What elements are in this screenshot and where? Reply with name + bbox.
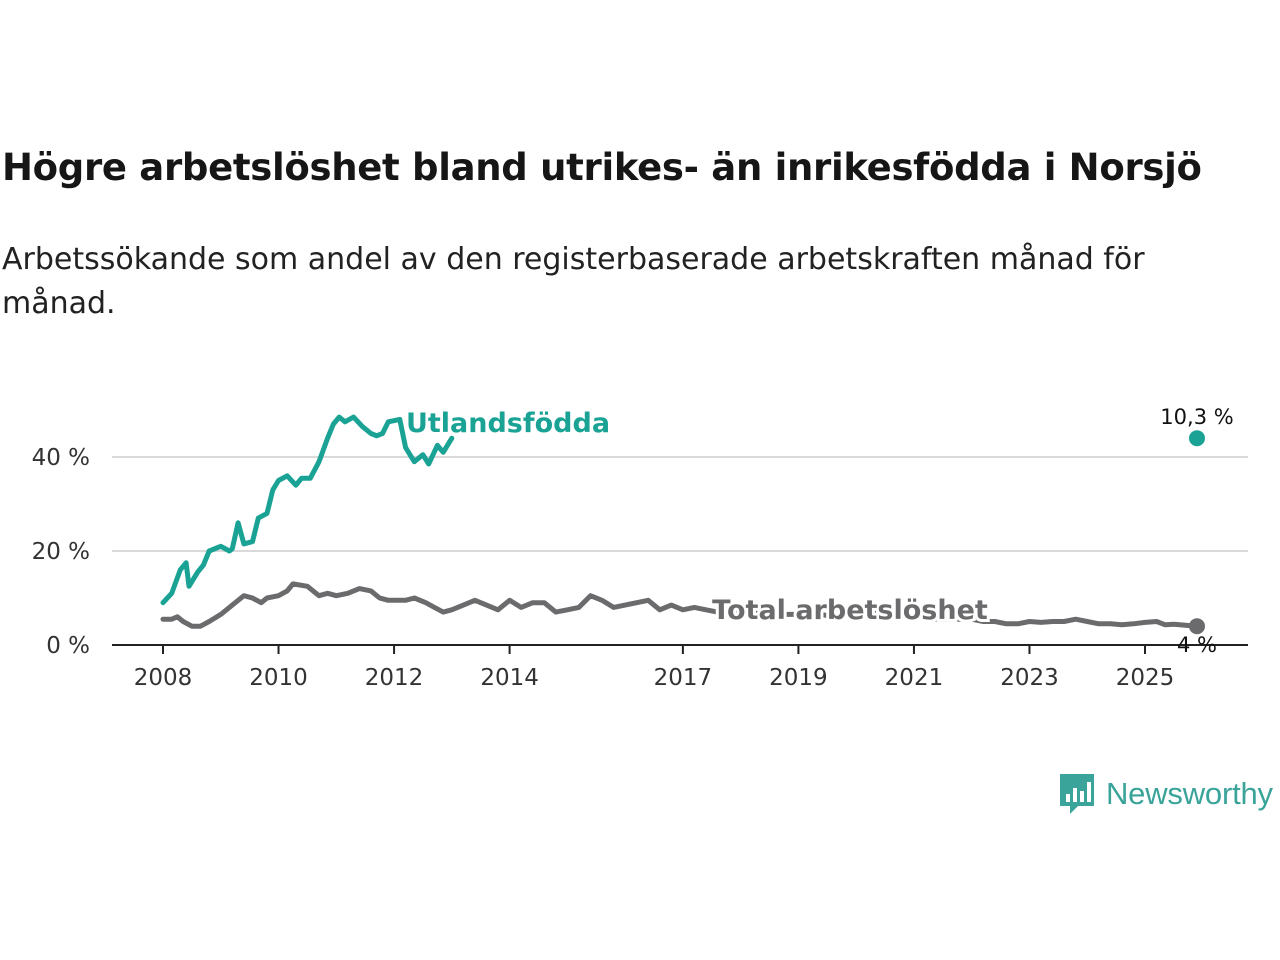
x-tick-label: 2017: [654, 665, 713, 691]
x-tick-label: 2019: [769, 665, 828, 691]
series-line: [160, 414, 455, 606]
chart-title: Högre arbetslöshet bland utrikes- än inr…: [2, 146, 1202, 189]
y-tick-label: 20 %: [32, 539, 90, 565]
y-tick-label: 40 %: [32, 445, 90, 471]
x-tick-label: 2010: [249, 665, 308, 691]
x-tick-label: 2014: [480, 665, 539, 691]
series-label-total: Total arbetslöshet: [712, 595, 988, 626]
series-label-utlandsfodda: Utlandsfödda: [406, 408, 610, 439]
series-end-point: [1189, 430, 1205, 447]
x-tick-label: 2025: [1116, 665, 1175, 691]
x-tick-label: 2021: [885, 665, 944, 691]
chart-subtitle: Arbetssökande som andel av den registerb…: [2, 242, 1145, 321]
newsworthy-bar-chart-icon: [1060, 774, 1094, 814]
x-tick-label: 2012: [365, 665, 424, 691]
brand-name: Newsworthy: [1106, 776, 1273, 811]
x-tick-label: 2023: [1000, 665, 1059, 691]
y-tick-label: 0 %: [46, 633, 90, 659]
series-line: [160, 581, 1200, 629]
x-tick-label: 2008: [134, 665, 193, 691]
brand-logo[interactable]: Newsworthy: [1058, 772, 1273, 816]
series-end-point: [1189, 618, 1205, 635]
series-end-label: 10,3 %: [1160, 405, 1233, 429]
series-end-label: 4 %: [1177, 633, 1217, 657]
line-chart: 0 % 20 % 40 % 2008 2010 2012 2014 2017 2019 2021 2…: [32, 405, 1248, 691]
